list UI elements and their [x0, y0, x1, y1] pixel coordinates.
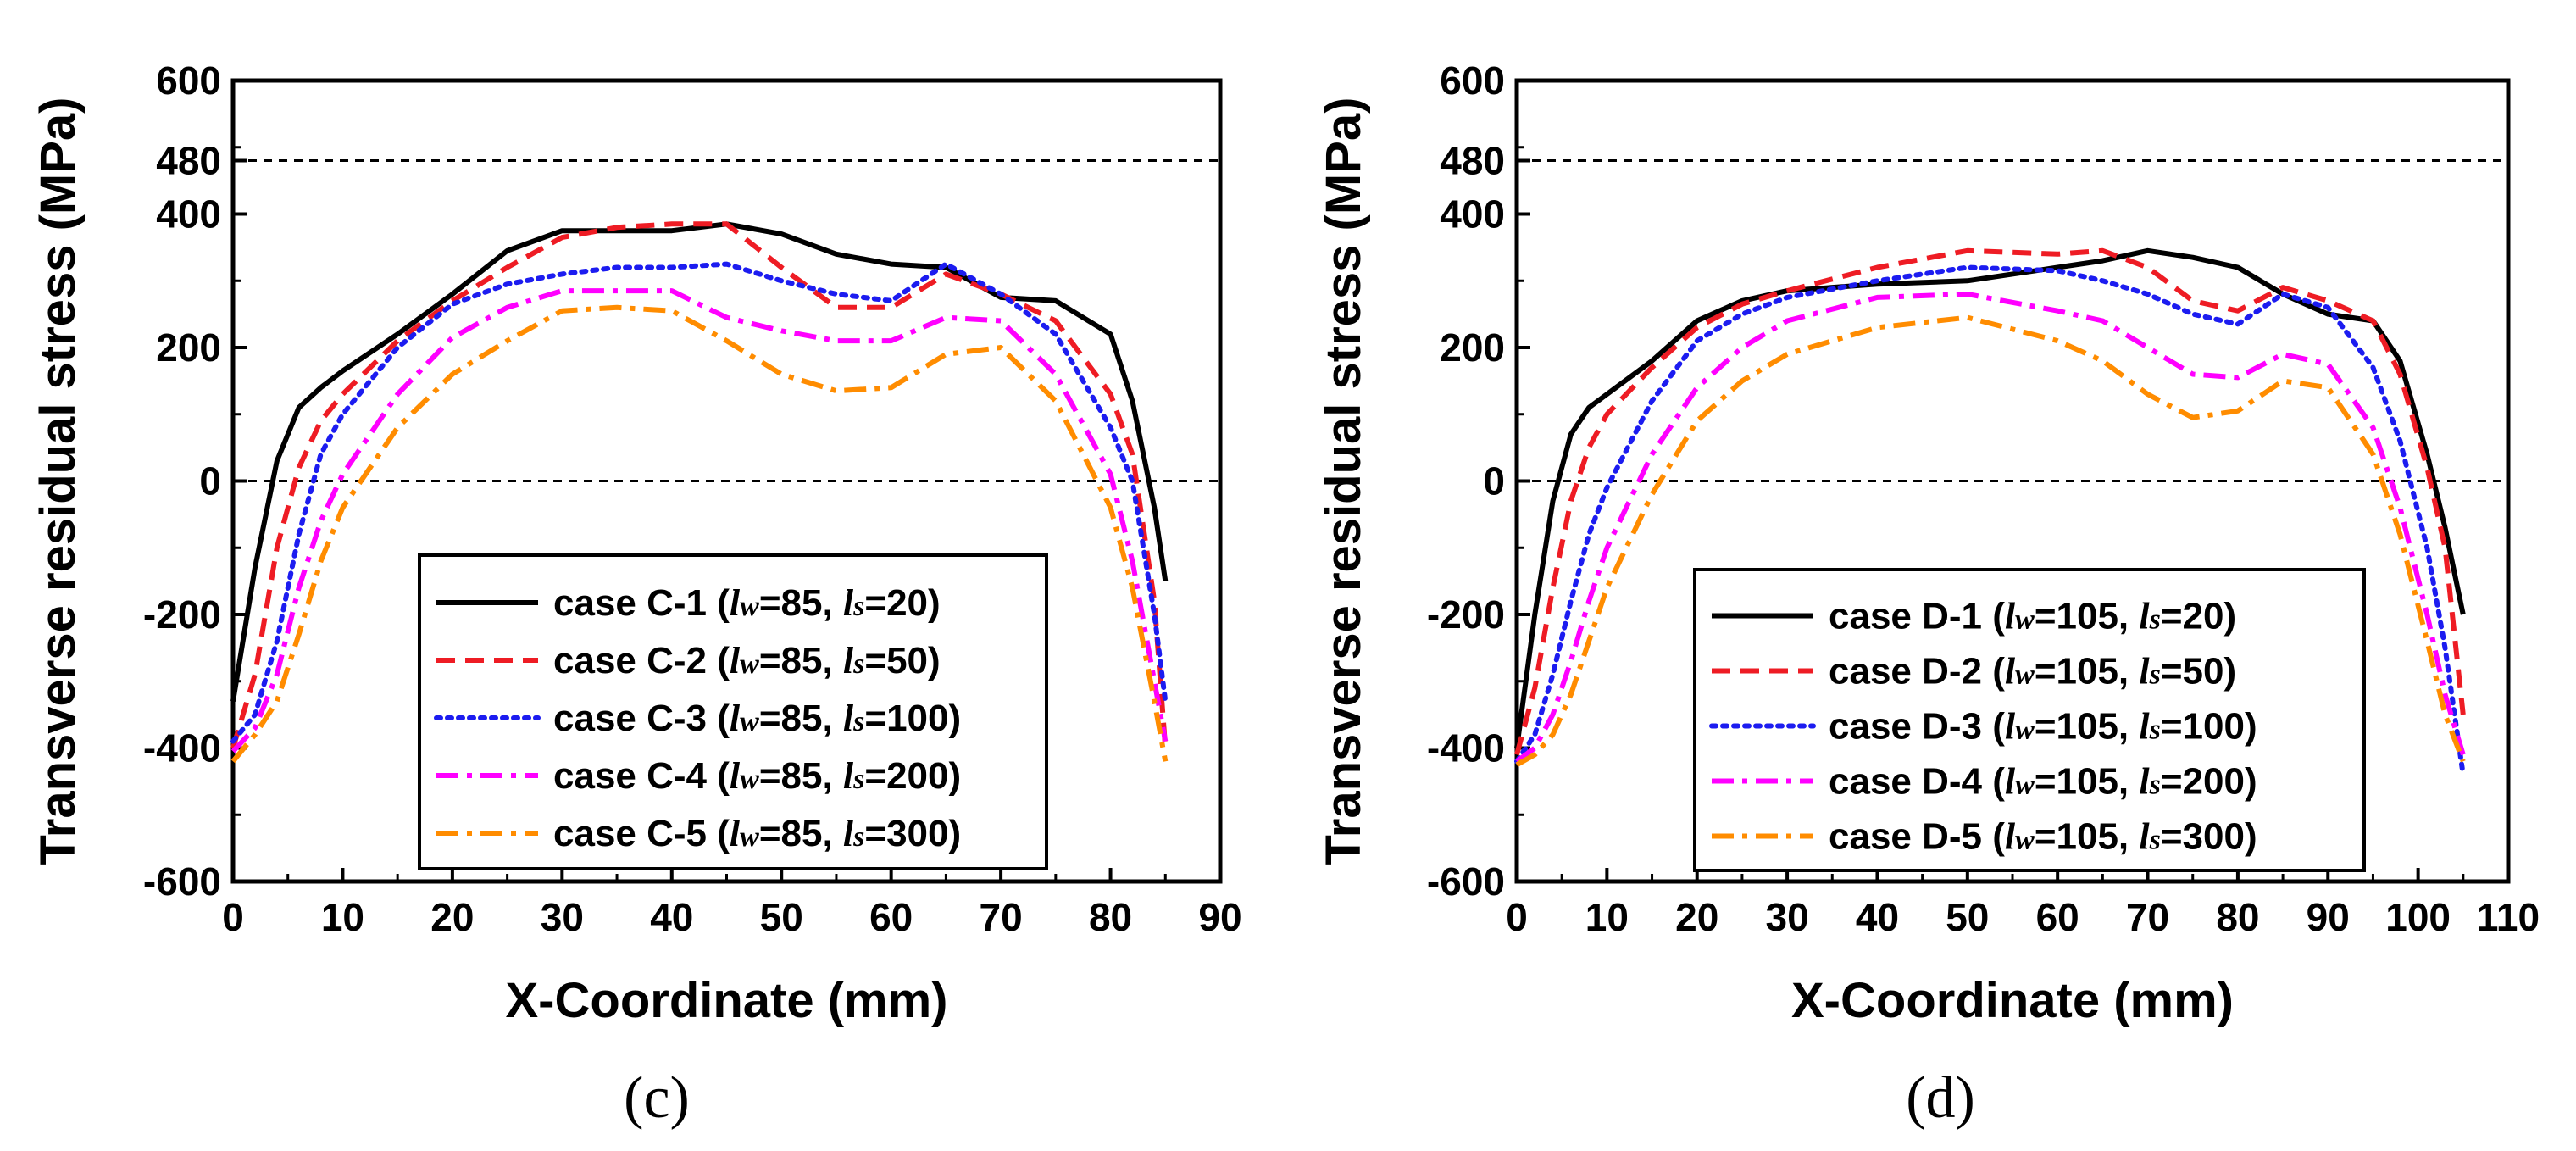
y-tick-label: 0	[199, 459, 221, 503]
y-tick-label: 600	[156, 58, 221, 103]
series-line-case-d-4	[1515, 292, 2466, 764]
x-tick-label: 70	[2126, 895, 2169, 939]
y-tick-label: -200	[143, 592, 221, 637]
x-tick-label: 0	[222, 895, 244, 939]
series-line-case-c-4	[230, 288, 1169, 753]
x-tick-label: 110	[2477, 895, 2540, 939]
x-tick-label: 20	[1675, 895, 1718, 939]
x-tick-label: 80	[2216, 895, 2259, 939]
y-tick-label: 400	[156, 192, 221, 236]
legend-entry: case D-2 (lw=105, ls=50)	[1829, 651, 2236, 692]
panel-label: (c)	[624, 1065, 690, 1131]
y-tick-label: -400	[1427, 726, 1505, 770]
x-tick-label: 90	[1198, 895, 1241, 939]
x-tick-label: 80	[1089, 895, 1132, 939]
x-tick-label: 50	[1946, 895, 1989, 939]
y-tick-label: -600	[1427, 859, 1505, 904]
y-axis-title: Transverse residual stress (MPa)	[31, 97, 86, 865]
y-tick-label: 200	[1440, 325, 1505, 370]
series-line-case-c-1	[230, 221, 1169, 702]
y-tick-label: 480	[156, 139, 221, 183]
y-axis-title: Transverse residual stress (MPa)	[1316, 97, 1371, 865]
x-tick-label: 20	[430, 895, 474, 939]
legend-entry: case C-5 (lw=85, ls=300)	[553, 813, 961, 854]
series-line-case-d-5	[1515, 314, 2466, 767]
x-tick-label: 40	[650, 895, 693, 939]
legend-entry: case C-1 (lw=85, ls=20)	[553, 582, 941, 624]
series-line-case-d-2	[1514, 247, 2466, 756]
x-tick-label: 50	[760, 895, 803, 939]
x-axis-title: X-Coordinate (mm)	[1791, 973, 2234, 1028]
x-tick-label: 10	[1585, 895, 1629, 939]
x-tick-label: 10	[321, 895, 364, 939]
legend-entry: case D-1 (lw=105, ls=20)	[1829, 596, 2236, 637]
legend-entry: case C-3 (lw=85, ls=100)	[553, 698, 961, 739]
legend-entry: case D-3 (lw=105, ls=100)	[1829, 706, 2257, 748]
y-tick-label: 480	[1440, 139, 1505, 183]
legend-entry: case C-4 (lw=85, ls=200)	[553, 755, 961, 797]
chart-panel-2: 0 10 20 30 40 50 60 70 80 90 100 110 600 480 400 200 0 -2…	[1316, 58, 2540, 1131]
y-tick-label: -200	[1427, 592, 1505, 637]
legend-box	[1693, 568, 2366, 872]
x-tick-label: 100	[2385, 895, 2451, 939]
y-tick-label: 200	[156, 325, 221, 370]
x-tick-label: 60	[869, 895, 913, 939]
x-tick-label: 30	[541, 895, 584, 939]
x-tick-label: 0	[1506, 895, 1528, 939]
series-line-case-c-5	[230, 304, 1169, 764]
x-tick-label: 60	[2036, 895, 2079, 939]
y-tick-label: 400	[1440, 192, 1505, 236]
y-tick-label: 0	[1483, 459, 1505, 503]
panel-label: (d)	[1906, 1065, 1975, 1131]
x-tick-label: 30	[1766, 895, 1809, 939]
x-tick-label: 90	[2307, 895, 2350, 939]
y-tick-label: -600	[143, 859, 221, 904]
series-line-case-d-1	[1514, 247, 2466, 748]
legend-box	[418, 553, 1048, 870]
y-tick-label: -400	[143, 726, 221, 770]
series-line-case-d-3	[1514, 264, 2466, 777]
legend-entry: case D-4 (lw=105, ls=200)	[1829, 761, 2257, 803]
x-tick-label: 70	[980, 895, 1023, 939]
legend-entry: case C-2 (lw=85, ls=50)	[553, 640, 941, 681]
series-line-case-c-2	[230, 221, 1169, 749]
x-tick-label: 40	[1856, 895, 1899, 939]
legend-entry: case D-5 (lw=105, ls=300)	[1829, 816, 2257, 858]
chart-panel-1: 0 10 20 30 40 50 60 70 80 90 600 480 400 200 0 -200 -400…	[31, 58, 1242, 1131]
x-axis-title: X-Coordinate (mm)	[506, 973, 948, 1028]
y-tick-label: 600	[1440, 58, 1505, 103]
series-line-case-c-3	[230, 261, 1169, 744]
